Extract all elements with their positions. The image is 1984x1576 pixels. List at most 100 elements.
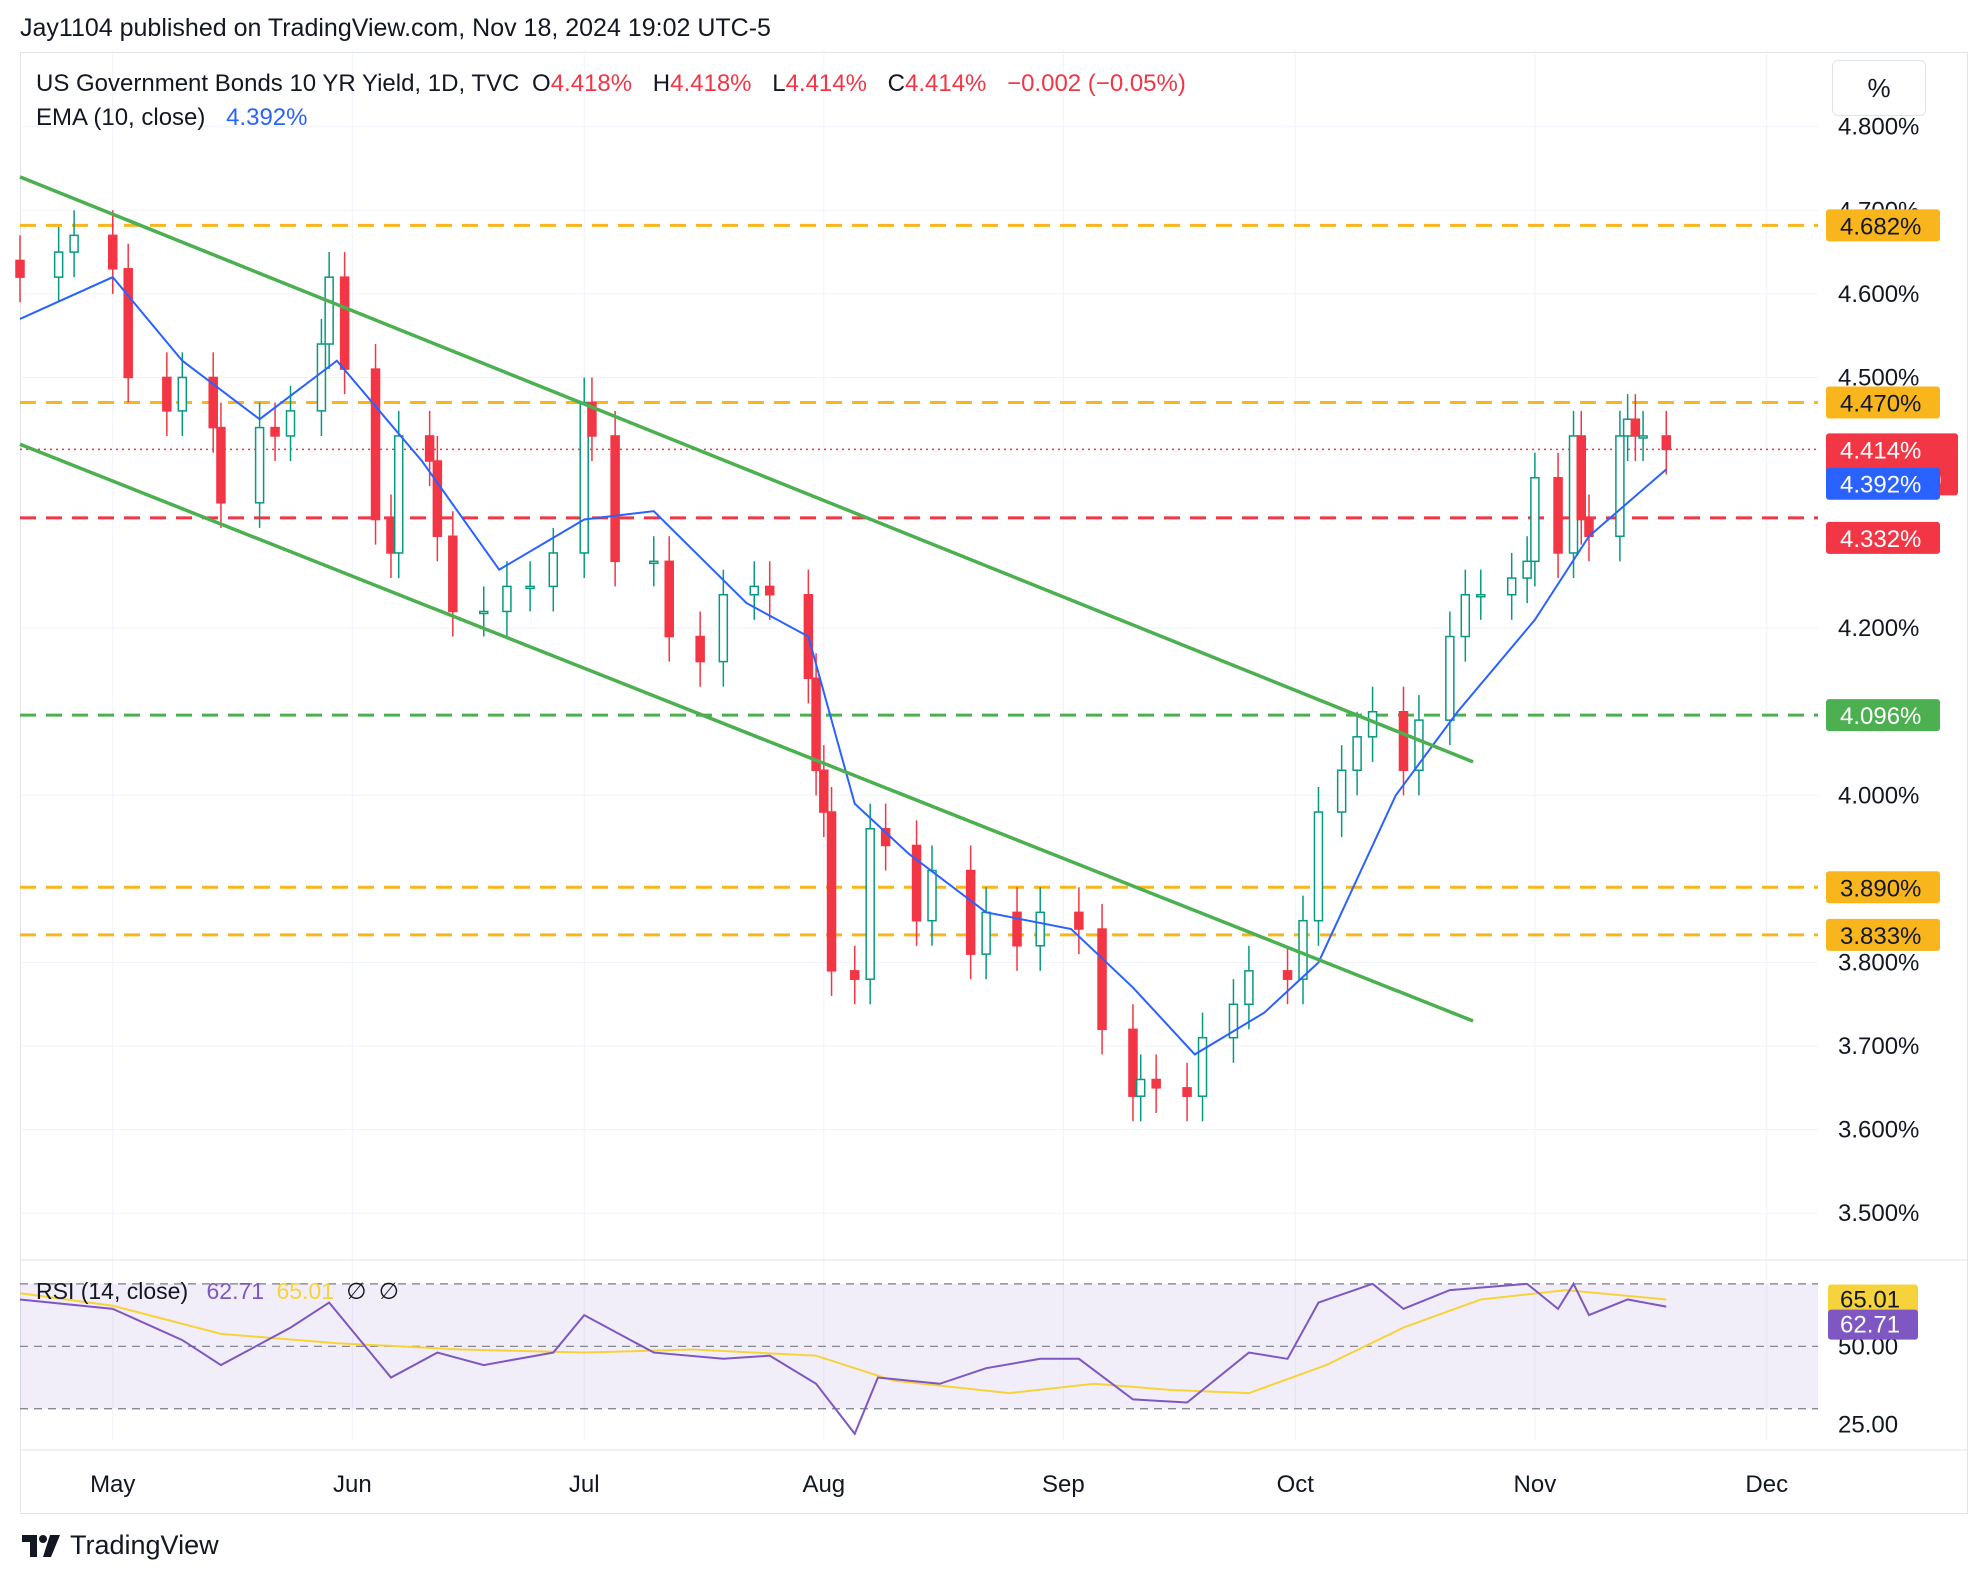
rsi-ma-legend-value: 65.01 [276, 1278, 335, 1304]
grid-lines [20, 50, 1968, 1451]
price-badge-label: 4.392% [1840, 472, 1921, 499]
candle [339, 276, 350, 370]
candle [525, 585, 535, 590]
price-badge [1826, 521, 1940, 554]
candle [1530, 476, 1540, 563]
candle [811, 677, 821, 772]
change-value: −0.002 (−0.05%) [1007, 70, 1186, 97]
candle [649, 560, 659, 565]
candle [285, 410, 296, 437]
candle [610, 435, 620, 563]
candle [1035, 911, 1045, 947]
candle [579, 401, 589, 554]
price-badge [1826, 467, 1940, 500]
candle [53, 251, 64, 278]
brand-name: TradingView [70, 1530, 219, 1560]
close-label: C [887, 70, 905, 97]
ema-label[interactable]: EMA (10, close) [36, 104, 206, 131]
trendline [19, 442, 1474, 1023]
price-badge-label: 3.833% [1840, 923, 1921, 950]
rsi-legend-value: 62.71 [206, 1278, 265, 1304]
time-axis-label: Nov [1514, 1471, 1557, 1498]
price-badge-label: 4.470% [1840, 391, 1921, 418]
time-axis-label: Jun [333, 1471, 372, 1498]
candle [107, 234, 118, 270]
candle [370, 368, 381, 521]
price-tick-label: 3.800% [1838, 949, 1919, 976]
candle [324, 276, 334, 345]
candle [1476, 593, 1486, 598]
rsi-line [19, 1281, 1667, 1436]
candle [270, 426, 280, 437]
tradingview-brand[interactable]: TradingView [22, 1530, 219, 1561]
candle [1097, 928, 1107, 1031]
chart-frame [20, 52, 1968, 1514]
price-axis: 4.800%4.700%4.600%4.500%4.200%4.000%3.80… [1838, 114, 1919, 1227]
candle [386, 518, 396, 554]
candle [1298, 919, 1308, 980]
candle [1151, 1078, 1161, 1089]
price-badge-label: 4.682% [1840, 213, 1921, 240]
symbol-name[interactable]: US Government Bonds 10 YR Yield, 1D, TVC [36, 70, 520, 97]
candle [177, 376, 188, 412]
time-axis-label: May [90, 1471, 135, 1498]
trendline [19, 175, 1474, 764]
ema-line [19, 275, 1667, 1056]
candle [1228, 1003, 1239, 1039]
candle [1638, 435, 1648, 439]
open-label: O [532, 70, 551, 97]
rsi-legend: RSI (14, close) 62.71 65.01 ∅ ∅ [36, 1278, 405, 1305]
candle [1135, 1078, 1146, 1097]
candle [587, 401, 597, 437]
candle [718, 593, 729, 663]
candle [448, 535, 458, 613]
candle [216, 426, 226, 504]
candle [478, 610, 489, 615]
candle [1460, 593, 1471, 638]
symbol-legend: US Government Bonds 10 YR Yield, 1D, TVC… [36, 70, 1192, 98]
price-tick-label: 4.800% [1838, 114, 1919, 141]
price-badge [1826, 918, 1940, 951]
rsi-extra-1: ∅ [346, 1278, 367, 1304]
time-axis-label: Oct [1277, 1471, 1315, 1498]
price-badge [1826, 871, 1940, 904]
low-label: L [772, 70, 786, 97]
candle [1244, 970, 1254, 1006]
candle [695, 635, 705, 663]
percent-scale-button[interactable]: % [1832, 60, 1926, 116]
candle [393, 435, 404, 554]
published-header: Jay1104 published on TradingView.com, No… [20, 14, 771, 42]
candle [1012, 911, 1022, 947]
price-tick-label: 3.700% [1838, 1033, 1919, 1060]
low-value: 4.414% [785, 70, 867, 97]
candle [1630, 418, 1641, 437]
rsi-label[interactable]: RSI (14, close) [36, 1278, 189, 1304]
candle [1336, 769, 1347, 813]
candle [316, 343, 327, 412]
price-tick-label: 4.600% [1838, 281, 1919, 308]
price-badge [1826, 699, 1940, 732]
candle [1074, 911, 1084, 930]
candle [1414, 719, 1424, 772]
candle [819, 769, 829, 813]
open-value: 4.418% [550, 70, 633, 97]
candle [1197, 1036, 1208, 1097]
candle [1398, 711, 1409, 772]
price-tick-label: 4.200% [1838, 615, 1919, 642]
candle [1522, 560, 1532, 579]
time-axis-label: Aug [802, 1471, 845, 1498]
rsi-badge-label: 62.71 [1840, 1312, 1900, 1339]
candle [764, 585, 775, 596]
tradingview-logo-icon [22, 1534, 60, 1557]
candle [1313, 811, 1324, 922]
price-tick-label: 3.600% [1838, 1117, 1919, 1144]
candle [1576, 435, 1587, 521]
candle [865, 828, 875, 980]
price-tick-label: 4.000% [1838, 782, 1919, 809]
price-badge-label: 4.332% [1840, 526, 1921, 553]
candle [1352, 736, 1362, 772]
ema-legend: EMA (10, close) 4.392% [36, 104, 313, 132]
candle [965, 869, 976, 955]
